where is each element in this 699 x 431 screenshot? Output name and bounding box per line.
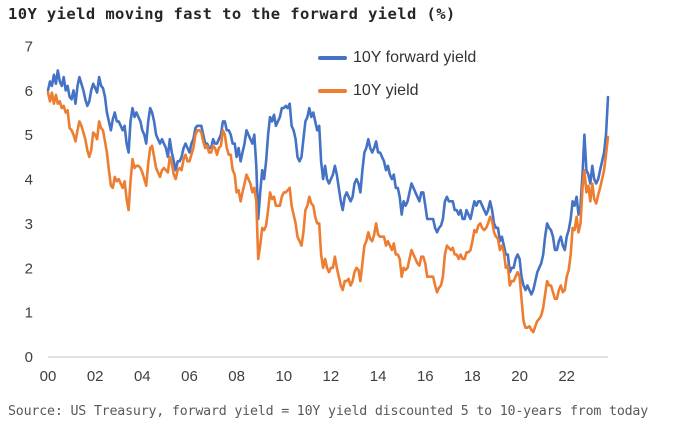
- x-tick-label: 10: [275, 368, 292, 385]
- legend-label-10y-yield: 10Y yield: [353, 82, 419, 99]
- legend-label-forward-yield: 10Y forward yield: [353, 49, 477, 66]
- series-line-10y-yield: [46, 91, 610, 334]
- legend-item-10y-yield: 10Y yield: [318, 80, 476, 102]
- legend-item-forward-yield: 10Y forward yield: [318, 47, 476, 69]
- y-tick-label: 4: [25, 172, 33, 189]
- x-tick-label: 08: [228, 368, 245, 385]
- x-tick-label: 04: [134, 368, 151, 385]
- x-tick-label: 16: [417, 368, 434, 385]
- y-tick-label: 0: [25, 349, 33, 366]
- y-tick-label: 2: [25, 260, 33, 277]
- x-tick-label: 00: [40, 368, 57, 385]
- x-tick-label: 22: [558, 368, 575, 385]
- x-tick-label: 12: [323, 368, 340, 385]
- x-tick-label: 18: [464, 368, 481, 385]
- y-tick-label: 6: [25, 83, 33, 100]
- chart-title: 10Y yield moving fast to the forward yie…: [8, 5, 456, 23]
- x-tick-label: 02: [87, 368, 104, 385]
- source-note: Source: US Treasury, forward yield = 10Y…: [8, 404, 649, 419]
- y-tick-label: 7: [25, 39, 33, 56]
- x-tick-label: 14: [370, 368, 387, 385]
- y-tick-label: 1: [25, 305, 33, 322]
- legend-line-blue-icon: [318, 56, 347, 60]
- series-line-forward-yield: [46, 69, 610, 296]
- legend-line-orange-icon: [318, 89, 347, 93]
- x-tick-label: 20: [511, 368, 528, 385]
- y-tick-label: 3: [25, 216, 33, 233]
- y-tick-label: 5: [25, 127, 33, 144]
- legend: 10Y forward yield 10Y yield: [318, 47, 476, 113]
- x-tick-label: 06: [181, 368, 198, 385]
